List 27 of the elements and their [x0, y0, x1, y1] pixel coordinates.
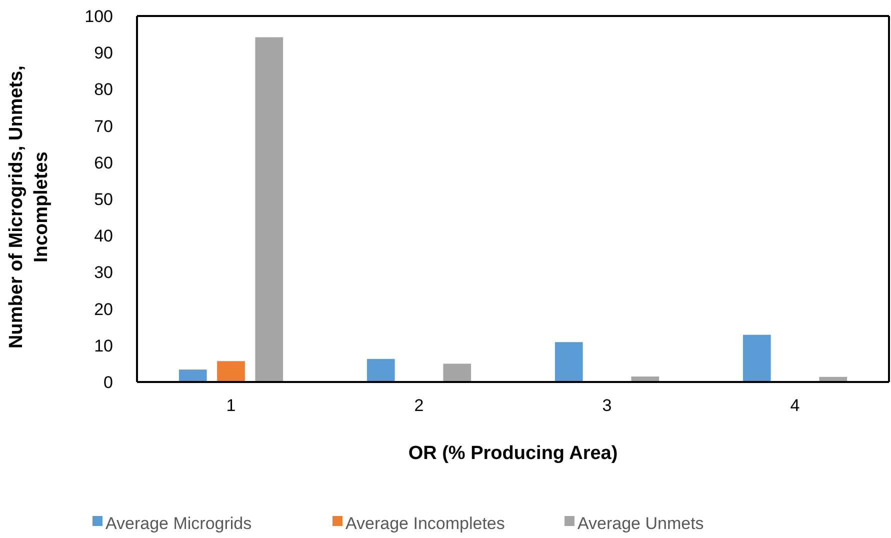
bar	[255, 37, 284, 382]
y-tick-label: 60	[94, 153, 113, 172]
y-tick-label: 80	[94, 80, 113, 100]
y-tick-label: 90	[94, 44, 113, 63]
bar	[443, 364, 472, 382]
bar	[554, 342, 583, 382]
bar	[366, 358, 395, 382]
y-tick-label: 100	[84, 6, 113, 26]
x-tick-label: 4	[790, 396, 800, 415]
legend-label: Average Incompletes	[346, 514, 505, 533]
legend-label: Average Unmets	[578, 514, 704, 533]
y-axis-title: Number of Microgrids, Unmets, Incompletes	[6, 66, 52, 348]
y-tick-label: 40	[94, 226, 113, 246]
x-tick-label: 2	[414, 396, 424, 415]
x-tick-label: 3	[602, 396, 612, 415]
x-axis-title: OR (% Producing Area)	[408, 443, 618, 464]
x-tick-label: 1	[226, 396, 236, 415]
legend-label: Average Microgrids	[106, 514, 252, 533]
y-tick-label: 10	[94, 336, 113, 356]
bar	[178, 370, 207, 382]
y-tick-label: 50	[94, 190, 113, 209]
bar	[742, 334, 771, 382]
y-tick-label: 70	[94, 116, 113, 136]
y-tick-label: 20	[94, 300, 113, 319]
y-tick-label: 30	[94, 263, 113, 282]
y-tick-label: 0	[104, 372, 113, 392]
bar	[217, 361, 245, 382]
